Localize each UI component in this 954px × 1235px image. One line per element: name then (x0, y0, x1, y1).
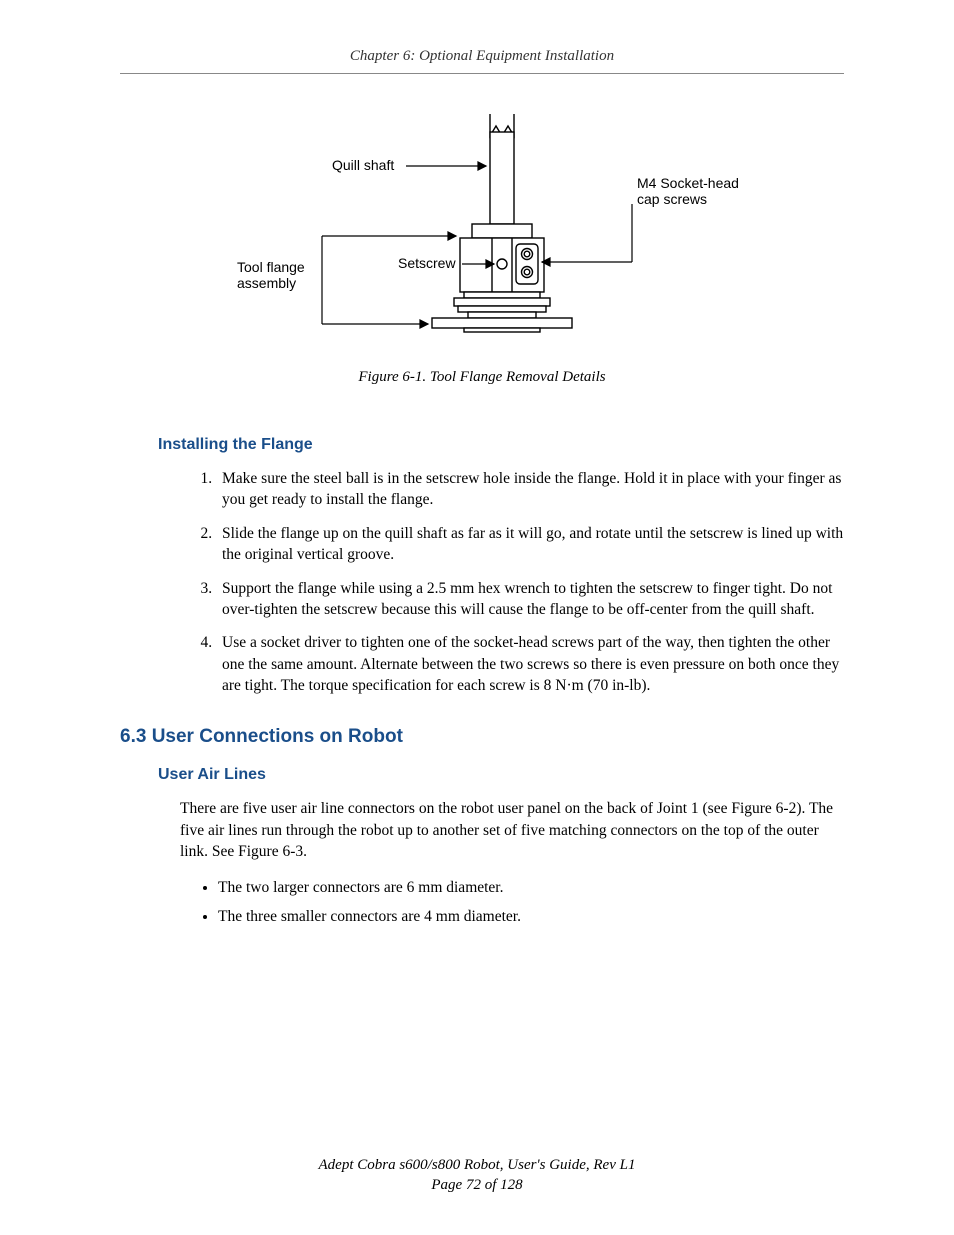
chapter-header: Chapter 6: Optional Equipment Installati… (120, 48, 844, 74)
section-heading-user-connections: 6.3 User Connections on Robot (120, 726, 844, 748)
label-quill-shaft: Quill shaft (332, 157, 394, 173)
label-tool-flange-1: Tool flange (237, 259, 305, 275)
figure-caption: Figure 6-1. Tool Flange Removal Details (120, 369, 844, 386)
bullet-item: The two larger connectors are 6 mm diame… (218, 877, 844, 898)
label-m4-line1: M4 Socket-head (637, 175, 739, 191)
steps-list: Make sure the steel ball is in the setsc… (180, 468, 844, 696)
bullet-list: The two larger connectors are 6 mm diame… (198, 877, 844, 928)
tool-flange-diagram-icon: Quill shaft M4 Socket-head cap screws To… (202, 114, 762, 349)
bullet-item: The three smaller connectors are 4 mm di… (218, 906, 844, 927)
page-container: Chapter 6: Optional Equipment Installati… (0, 0, 954, 1235)
label-setscrew: Setscrew (398, 255, 456, 271)
label-tool-flange-2: assembly (237, 275, 296, 291)
footer-doc-title: Adept Cobra s600/s800 Robot, User's Guid… (0, 1155, 954, 1175)
subheading-user-air-lines: User Air Lines (158, 766, 844, 784)
step-item: Support the flange while using a 2.5 mm … (216, 578, 844, 621)
step-item: Use a socket driver to tighten one of th… (216, 632, 844, 696)
footer-page-number: Page 72 of 128 (0, 1175, 954, 1195)
step-item: Slide the flange up on the quill shaft a… (216, 523, 844, 566)
figure-6-1: Quill shaft M4 Socket-head cap screws To… (120, 114, 844, 349)
page-footer: Adept Cobra s600/s800 Robot, User's Guid… (0, 1155, 954, 1196)
paragraph-air-lines: There are five user air line connectors … (180, 798, 844, 862)
subheading-installing-flange: Installing the Flange (158, 436, 844, 454)
step-item: Make sure the steel ball is in the setsc… (216, 468, 844, 511)
label-m4-line2: cap screws (637, 191, 707, 207)
